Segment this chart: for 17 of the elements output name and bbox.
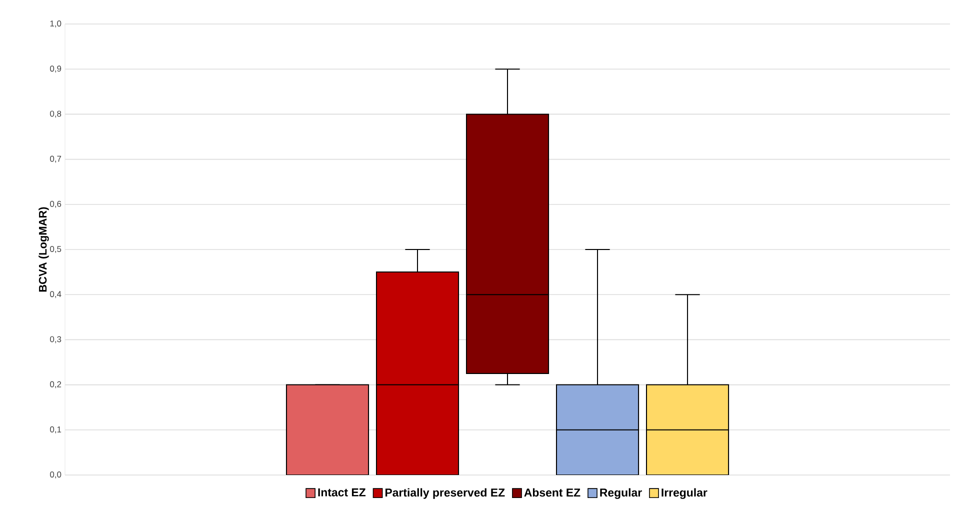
y-tick-label: 0,0 bbox=[50, 472, 62, 478]
y-tick-label: 0,5 bbox=[50, 246, 62, 253]
legend-label: Absent EZ bbox=[524, 488, 580, 497]
y-tick-label: 0,1 bbox=[50, 426, 62, 434]
y-tick-label: 0,3 bbox=[50, 336, 62, 344]
legend-label: Regular bbox=[600, 488, 642, 499]
y-tick-label: 0,6 bbox=[50, 200, 62, 208]
y-tick-label: 0,9 bbox=[50, 66, 62, 73]
y-tick-label: 0,7 bbox=[50, 156, 62, 163]
y-tick-label: 0,8 bbox=[50, 110, 62, 118]
legend-label: Intact EZ bbox=[318, 488, 366, 496]
legend-label: Irregular bbox=[662, 488, 708, 499]
y-tick-label: 0,4 bbox=[50, 291, 62, 298]
legend-label: Partially preserved EZ bbox=[385, 488, 505, 499]
y-axis-title: BCVA (LogMAR) bbox=[38, 207, 49, 292]
y-tick-label: 1,0 bbox=[50, 20, 62, 28]
y-tick-label: 0,2 bbox=[50, 381, 62, 388]
